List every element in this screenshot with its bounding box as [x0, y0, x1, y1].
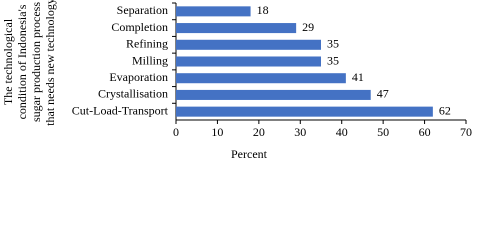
y-tick-label: Completion — [111, 20, 168, 34]
x-tick-label: 50 — [377, 125, 389, 139]
value-label: 18 — [257, 3, 269, 17]
x-tick-label: 10 — [211, 125, 223, 139]
value-label: 29 — [302, 20, 314, 34]
y-axis-label-line: The technological — [1, 18, 15, 105]
chart: Percent The technological condition of In… — [1, 0, 472, 161]
x-tick-label: 30 — [294, 125, 306, 139]
y-tick-label: Refining — [126, 37, 168, 51]
y-tick-label: Milling — [132, 53, 168, 67]
bar — [176, 106, 433, 117]
value-label: 47 — [377, 87, 389, 101]
x-axis-label: Percent — [231, 147, 268, 161]
value-label: 62 — [439, 103, 451, 117]
x-tick-label: 0 — [173, 125, 179, 139]
y-axis-label-line: condition of Indonesia's — [15, 4, 29, 119]
y-axis-label-line: sugar production process — [29, 2, 43, 122]
x-tick-label: 70 — [460, 125, 472, 139]
y-axis-label: The technological condition of Indonesia'… — [1, 0, 57, 126]
bar — [176, 56, 321, 67]
x-tick-label: 40 — [336, 125, 348, 139]
y-tick-label: Cut-Load-Transport — [72, 103, 169, 117]
bar — [176, 23, 297, 34]
value-label: 35 — [327, 37, 339, 51]
y-axis-label-line: that needs new technology — [43, 0, 57, 126]
y-tick-label: Separation — [117, 3, 168, 17]
bar — [176, 6, 251, 17]
value-label: 41 — [352, 70, 364, 84]
x-tick-label: 20 — [253, 125, 265, 139]
x-tick-label: 60 — [419, 125, 431, 139]
bar — [176, 73, 346, 84]
y-tick-label: Crystallisation — [98, 87, 168, 101]
value-label: 35 — [327, 53, 339, 67]
y-tick-label: Evaporation — [109, 70, 168, 84]
bar — [176, 39, 321, 50]
bar — [176, 89, 371, 100]
